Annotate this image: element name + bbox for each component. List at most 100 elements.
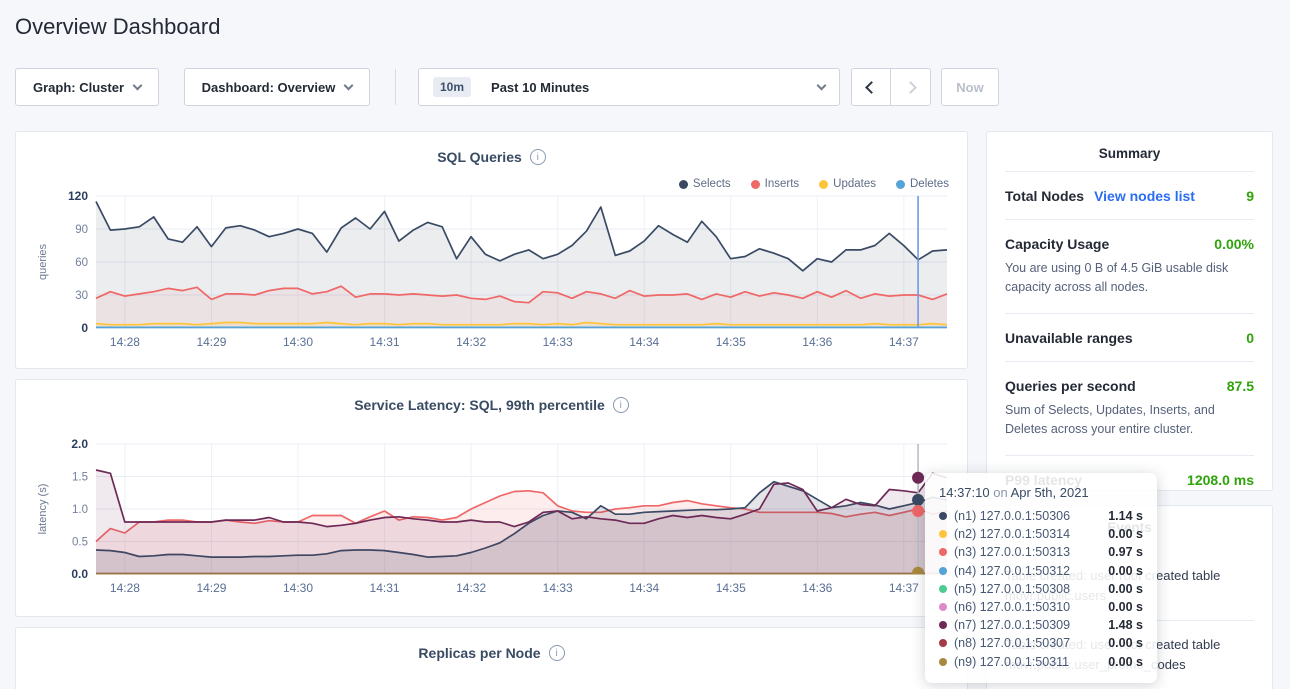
page-title: Overview Dashboard: [15, 14, 221, 39]
svg-text:90: 90: [75, 224, 88, 236]
svg-text:14:35: 14:35: [716, 335, 746, 349]
info-icon[interactable]: i: [529, 149, 546, 165]
graph-dropdown[interactable]: Graph: Cluster: [15, 68, 159, 106]
legend-dot-icon: [819, 179, 829, 189]
legend-label: Inserts: [764, 178, 800, 190]
svg-text:14:36: 14:36: [802, 581, 832, 595]
now-button[interactable]: Now: [941, 68, 999, 106]
svg-text:14:35: 14:35: [716, 581, 746, 595]
node-color-dot-icon: [939, 657, 947, 666]
legend-label: Selects: [692, 178, 731, 190]
tooltip-node-row: (n4) 127.0.0.1:50312 0.00 s: [939, 562, 1143, 580]
node-address: (n2) 127.0.0.1:50314: [954, 527, 1071, 542]
node-address: (n5) 127.0.0.1:50308: [954, 581, 1071, 596]
legend-item-inserts[interactable]: Inserts: [750, 178, 800, 190]
view-nodes-list-link[interactable]: View nodes list: [1094, 188, 1195, 204]
dashboard-dropdown[interactable]: Dashboard: Overview: [184, 68, 370, 106]
node-latency-value: 0.97 s: [1108, 545, 1143, 560]
node-latency-value: 0.00 s: [1108, 600, 1143, 615]
node-color-dot-icon: [939, 603, 947, 612]
total-nodes-value: 9: [1246, 188, 1254, 204]
legend-label: Deletes: [910, 178, 949, 190]
svg-text:14:34: 14:34: [629, 335, 659, 349]
tooltip-node-row: (n3) 127.0.0.1:50313 0.97 s: [939, 543, 1143, 561]
svg-text:14:30: 14:30: [283, 581, 313, 595]
node-address: (n4) 127.0.0.1:50312: [954, 563, 1071, 578]
sql-queries-panel: SQL Queries i Selects Inserts Updates Delet…: [15, 131, 968, 369]
time-range-dropdown[interactable]: 10m Past 10 Minutes: [418, 68, 840, 106]
capacity-label: Capacity Usage: [1005, 236, 1110, 252]
svg-text:queries: queries: [37, 243, 49, 280]
time-forward-button[interactable]: [891, 69, 930, 105]
time-range-label: Past 10 Minutes: [491, 79, 590, 95]
svg-text:14:29: 14:29: [196, 335, 226, 349]
time-back-button[interactable]: [852, 69, 891, 105]
service-latency-chart-title: Service Latency: SQL, 99th percentile: [354, 397, 605, 413]
legend-item-updates[interactable]: Updates: [819, 178, 876, 190]
tooltip-node-row: (n9) 127.0.0.1:50311 0.00 s: [939, 653, 1143, 671]
tooltip-node-row: (n2) 127.0.0.1:50314 0.00 s: [939, 525, 1143, 543]
svg-text:2.0: 2.0: [71, 437, 88, 451]
now-button-label: Now: [956, 79, 984, 95]
svg-text:14:30: 14:30: [283, 335, 313, 349]
legend-dot-icon: [750, 179, 760, 189]
node-latency-value: 0.00 s: [1108, 527, 1143, 542]
capacity-value: 0.00%: [1214, 236, 1254, 252]
chevron-right-icon: [904, 80, 917, 94]
node-color-dot-icon: [939, 639, 947, 648]
legend-item-deletes[interactable]: Deletes: [896, 178, 949, 190]
tooltip-timestamp: 14:37:10 on Apr 5th, 2021: [939, 485, 1089, 500]
node-address: (n7) 127.0.0.1:50309: [954, 618, 1071, 633]
time-range-badge: 10m: [433, 77, 472, 97]
svg-text:14:29: 14:29: [196, 581, 226, 595]
svg-text:14:32: 14:32: [456, 581, 486, 595]
tooltip-node-row: (n6) 127.0.0.1:50310 0.00 s: [939, 598, 1143, 616]
legend-item-selects[interactable]: Selects: [678, 178, 731, 190]
graph-dropdown-label: Graph: Cluster: [32, 79, 124, 95]
node-address: (n6) 127.0.0.1:50310: [954, 600, 1071, 615]
info-icon[interactable]: i: [548, 645, 565, 661]
replicas-per-node-panel: Replicas per Node i: [15, 627, 968, 689]
node-address: (n1) 127.0.0.1:50306: [954, 509, 1071, 524]
node-color-dot-icon: [939, 584, 947, 593]
node-latency-value: 0.00 s: [1108, 563, 1143, 578]
svg-text:0.0: 0.0: [71, 567, 88, 581]
svg-text:14:28: 14:28: [110, 335, 140, 349]
total-nodes-label: Total Nodes: [1005, 188, 1085, 204]
unavailable-ranges-value: 0: [1246, 329, 1254, 346]
toolbar-divider: [395, 69, 396, 105]
svg-text:14:37: 14:37: [889, 581, 919, 595]
node-color-dot-icon: [939, 621, 947, 630]
summary-row-unavailable-ranges: Unavailable ranges 0: [1005, 312, 1254, 361]
chart-hover-tooltip: 14:37:10 on Apr 5th, 2021 (n1) 127.0.0.1…: [925, 473, 1157, 683]
node-latency-value: 0.00 s: [1108, 636, 1143, 651]
node-color-dot-icon: [939, 512, 947, 521]
sql-queries-legend: Selects Inserts Updates Deletes: [678, 178, 949, 190]
service-latency-chart[interactable]: 14:28 14:29 14:30 14:31 14:32 14:33 14:34 14:35…: [32, 432, 953, 604]
svg-text:120: 120: [68, 189, 88, 203]
summary-title: Summary: [1098, 146, 1161, 161]
svg-text:14:37: 14:37: [889, 335, 919, 349]
node-color-dot-icon: [939, 548, 947, 557]
svg-text:1.0: 1.0: [72, 504, 88, 516]
node-latency-value: 0.00 s: [1108, 581, 1143, 596]
tooltip-node-row: (n5) 127.0.0.1:50308 0.00 s: [939, 580, 1143, 598]
svg-text:14:32: 14:32: [456, 335, 486, 349]
summary-row-capacity: Capacity Usage 0.00% You are using 0 B o…: [1005, 219, 1254, 313]
chevron-down-icon: [816, 80, 827, 90]
node-latency-value: 1.48 s: [1108, 618, 1143, 633]
p99-latency-value: 1208.0 ms: [1187, 471, 1254, 488]
chevron-down-icon: [132, 80, 143, 90]
node-address: (n8) 127.0.0.1:50307: [954, 636, 1071, 651]
svg-text:latency (s): latency (s): [37, 484, 49, 535]
chevron-left-icon: [864, 80, 878, 94]
sql-queries-chart[interactable]: 14:28 14:29 14:30 14:31 14:32 14:33 14:34 14:35…: [32, 186, 953, 356]
chevron-down-icon: [343, 80, 354, 90]
service-latency-panel: Service Latency: SQL, 99th percentile i …: [15, 379, 968, 617]
node-color-dot-icon: [939, 530, 947, 539]
tooltip-node-row: (n8) 127.0.0.1:50307 0.00 s: [939, 634, 1143, 652]
info-icon[interactable]: i: [612, 397, 629, 413]
time-step-buttons: [851, 68, 931, 106]
node-address: (n3) 127.0.0.1:50313: [954, 545, 1071, 560]
unavailable-ranges-label: Unavailable ranges: [1005, 329, 1133, 346]
